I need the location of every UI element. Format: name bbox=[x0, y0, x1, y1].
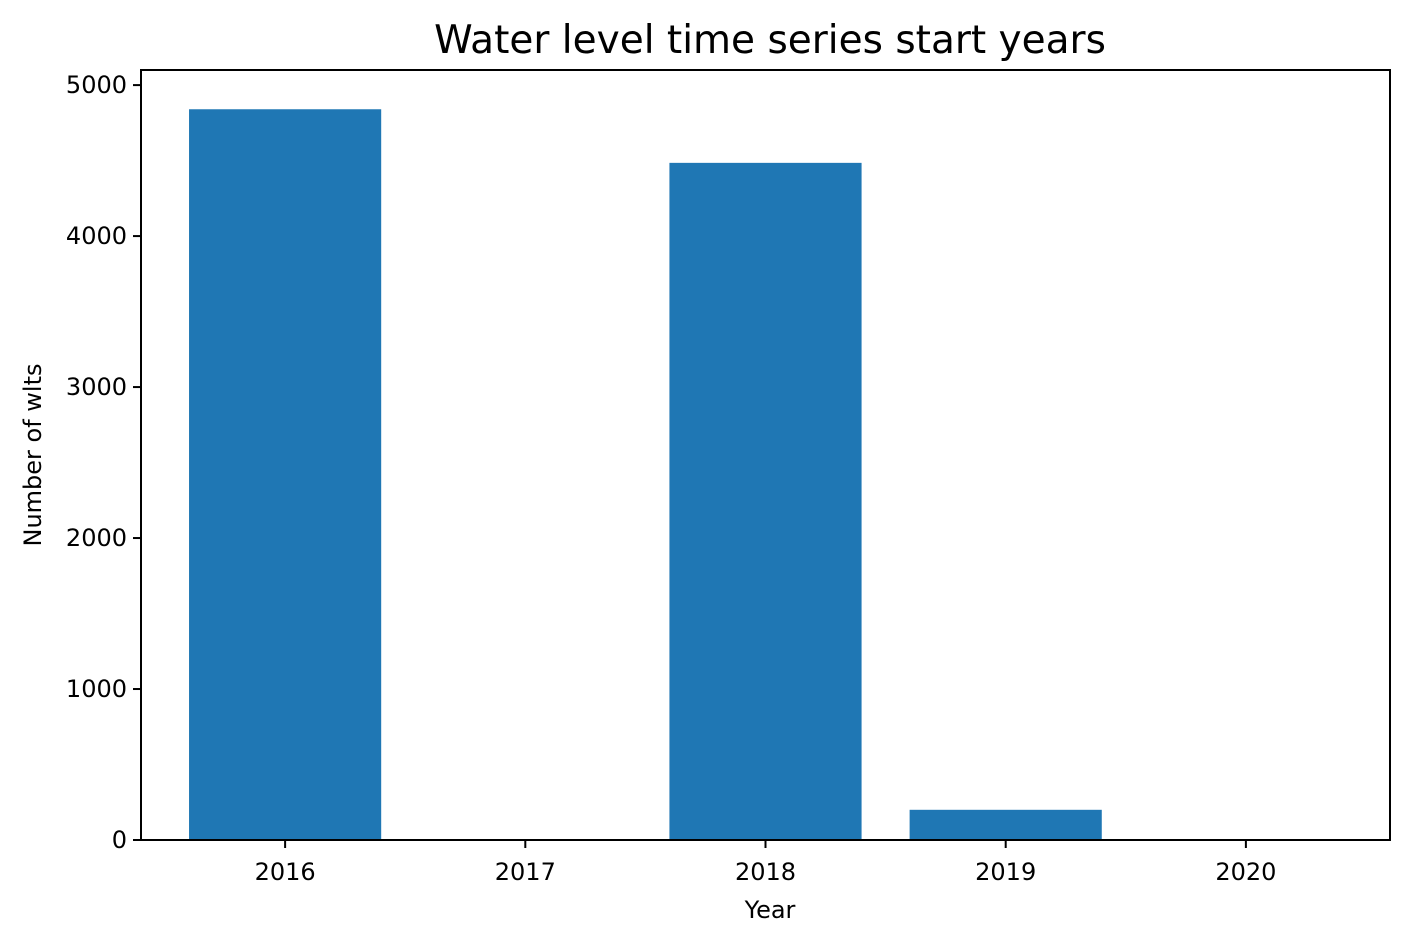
bar-2018 bbox=[669, 162, 862, 841]
bar-2019 bbox=[909, 809, 1102, 840]
x-tick-label: 2018 bbox=[735, 858, 796, 886]
bar-2016 bbox=[189, 109, 382, 841]
plot-frame-outline bbox=[140, 69, 1391, 841]
y-tick-label: 2000 bbox=[66, 524, 127, 552]
x-axis-label: Year bbox=[744, 896, 796, 924]
y-tick-label: 4000 bbox=[66, 222, 127, 250]
x-tick-label: 2019 bbox=[975, 858, 1036, 886]
chart-title: Water level time series start years bbox=[434, 18, 1106, 63]
y-tick-label: 5000 bbox=[66, 71, 127, 99]
y-tick-label: 0 bbox=[112, 826, 127, 854]
y-axis-label: Number of wlts bbox=[19, 363, 47, 546]
x-tick-label: 2020 bbox=[1215, 858, 1276, 886]
y-tick-label: 3000 bbox=[66, 373, 127, 401]
x-tick-label: 2017 bbox=[495, 858, 556, 886]
bars-group bbox=[189, 109, 1102, 841]
x-tick-label: 2016 bbox=[255, 858, 316, 886]
y-tick-label: 1000 bbox=[66, 675, 127, 703]
x-axis-ticks: 2016 2017 2018 2019 2020 bbox=[255, 840, 1276, 886]
y-axis-ticks: 0 1000 2000 3000 4000 5000 bbox=[66, 71, 141, 854]
